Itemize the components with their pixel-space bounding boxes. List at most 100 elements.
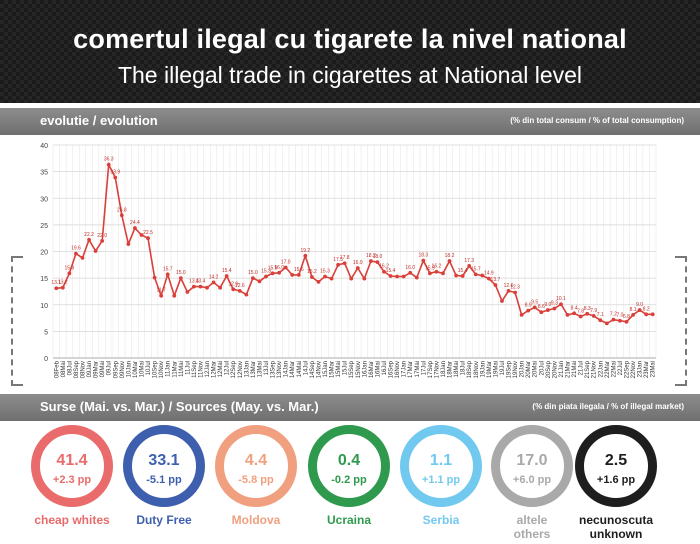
x-tick-label: 23Mar bbox=[644, 361, 650, 378]
data-point bbox=[185, 290, 190, 294]
source-circle: 41.4 +2.3 pp bbox=[31, 425, 113, 507]
data-point bbox=[218, 285, 223, 290]
x-tick-label: 17Jan bbox=[402, 361, 408, 377]
data-point bbox=[578, 314, 583, 319]
x-tick-label: 21Nov bbox=[592, 361, 598, 378]
x-tick-label: 08Feb bbox=[54, 360, 60, 378]
sources-section-title: Surse (Mai. vs. Mar.) / Sources (May. vs… bbox=[40, 399, 319, 414]
data-label: 13.4 bbox=[189, 279, 199, 285]
data-label: 13.7 bbox=[491, 277, 501, 283]
data-label: 8.2 bbox=[643, 306, 650, 312]
x-tick-label: 15Nov bbox=[356, 361, 362, 378]
data-point bbox=[434, 269, 439, 274]
data-label: 14.9 bbox=[484, 271, 494, 277]
source-circle: 1.1 +1.1 pp bbox=[400, 425, 482, 507]
x-tick-label: 13Mar bbox=[251, 361, 257, 378]
data-label: 15.9 bbox=[425, 265, 435, 271]
x-tick-label: 10Mai bbox=[139, 361, 145, 377]
x-tick-label: 22Mar bbox=[605, 361, 611, 378]
data-point bbox=[513, 290, 517, 295]
data-point bbox=[251, 276, 255, 281]
data-point bbox=[650, 312, 655, 317]
x-tick-label: 21Jan bbox=[559, 361, 565, 377]
data-point bbox=[539, 310, 544, 315]
data-label: 12.3 bbox=[510, 285, 520, 291]
data-label: 12.6 bbox=[504, 283, 514, 289]
x-tick-label: 16Sep bbox=[389, 360, 395, 378]
x-tick-label: 22Mai bbox=[611, 361, 617, 377]
data-point bbox=[316, 279, 321, 284]
data-point bbox=[192, 284, 196, 289]
y-tick-label: 20 bbox=[40, 250, 48, 257]
y-tick-label: 15 bbox=[40, 276, 48, 283]
data-point bbox=[113, 175, 118, 180]
data-point bbox=[342, 261, 347, 266]
x-tick-label: 19Mar bbox=[487, 361, 493, 378]
source-label: Serbia bbox=[422, 513, 460, 527]
page-subtitle: The illegal trade in cigarettes at Natio… bbox=[117, 62, 583, 88]
data-label: 18.2 bbox=[445, 253, 455, 259]
data-point bbox=[146, 236, 150, 241]
data-point bbox=[349, 276, 354, 281]
x-tick-label: 15Mar bbox=[330, 361, 336, 378]
data-label: 7.0 bbox=[616, 313, 623, 319]
x-tick-label: 21Mar bbox=[566, 361, 572, 378]
data-point bbox=[460, 274, 465, 278]
data-point bbox=[205, 285, 209, 290]
x-tick-label: 15Jul bbox=[343, 361, 349, 375]
x-tick-label: 22Jan bbox=[598, 361, 604, 377]
data-point bbox=[159, 293, 164, 298]
data-label: 15.9 bbox=[268, 265, 278, 271]
x-tick-label: 20Jul bbox=[539, 361, 545, 375]
data-label: 15.3 bbox=[261, 269, 271, 275]
data-point bbox=[375, 260, 380, 265]
data-label: 10.1 bbox=[556, 296, 566, 302]
x-tick-label: 11Sep bbox=[192, 360, 198, 378]
data-point bbox=[237, 289, 242, 293]
data-label: 19.2 bbox=[300, 248, 310, 254]
source-circle: 17.0 +6.0 pp bbox=[491, 425, 573, 507]
source-change-value: -5.8 pp bbox=[238, 474, 274, 486]
data-point bbox=[598, 318, 603, 323]
x-tick-label: 09Nov bbox=[120, 361, 126, 378]
x-tick-label: 18Jan bbox=[441, 361, 447, 377]
y-tick-label: 35 bbox=[40, 170, 48, 177]
data-point bbox=[126, 242, 131, 246]
data-point bbox=[336, 262, 341, 267]
x-tick-label: 20Sep bbox=[546, 360, 552, 378]
source-label: necunoscuta unknown bbox=[578, 513, 653, 541]
data-point bbox=[165, 272, 170, 277]
data-point bbox=[67, 271, 72, 276]
data-label: 8.1 bbox=[630, 307, 637, 313]
x-tick-label: 14Jan bbox=[284, 361, 290, 377]
data-label: 13.1 bbox=[51, 280, 61, 286]
evolution-line-chart: 0 5 10 15 20 25 30 35 40 13.113.2 15.9 19.6 22.2 22.0… bbox=[40, 143, 657, 378]
x-tick-label: 14Sep bbox=[310, 360, 316, 378]
data-label: 8.9 bbox=[525, 303, 532, 309]
x-tick-label: 18Sep bbox=[467, 360, 473, 378]
data-label: 16.9 bbox=[353, 260, 363, 266]
data-point bbox=[388, 274, 393, 278]
data-point bbox=[87, 237, 91, 242]
data-label: 15.0 bbox=[248, 270, 258, 276]
source-share-value: 4.4 bbox=[244, 452, 268, 469]
data-label: 7.2 bbox=[610, 312, 617, 318]
data-label: 8.3 bbox=[584, 306, 591, 312]
x-tick-label: 10Jul bbox=[146, 361, 152, 375]
x-tick-label: 10Sep bbox=[153, 360, 159, 378]
data-point bbox=[119, 213, 124, 218]
source-label: cheap whites bbox=[34, 513, 110, 527]
data-point bbox=[382, 269, 386, 274]
data-label: 17.5 bbox=[333, 257, 343, 263]
data-point bbox=[637, 308, 642, 312]
data-point bbox=[414, 275, 419, 280]
y-tick-label: 0 bbox=[44, 356, 48, 363]
data-point bbox=[178, 276, 183, 281]
data-label: 9.0 bbox=[544, 302, 551, 308]
data-point bbox=[93, 249, 98, 253]
y-tick-label: 30 bbox=[40, 196, 48, 203]
data-label: 22.0 bbox=[97, 233, 107, 239]
data-point bbox=[329, 276, 334, 281]
source-circle: 0.4 -0.2 pp bbox=[308, 425, 390, 507]
right-bracket bbox=[675, 256, 687, 386]
